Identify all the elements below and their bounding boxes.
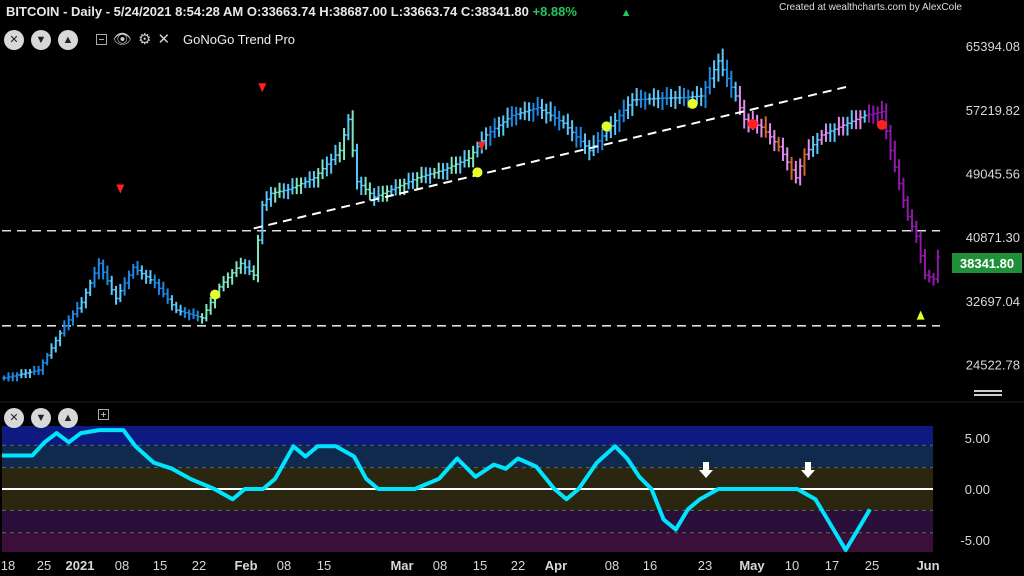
x-axis-label: Mar <box>390 558 413 573</box>
ohlc-header: BITCOIN - Daily - 5/24/2021 8:54:28 AM O… <box>6 4 632 19</box>
x-axis-label: 15 <box>317 558 331 573</box>
yellow-dot-icon <box>472 167 483 178</box>
x-axis-label: 18 <box>1 558 15 573</box>
yellow-dot-icon <box>601 121 612 132</box>
price-tick-label: 32697.04 <box>966 294 1020 309</box>
last-price-tag: 38341.80 <box>952 253 1022 273</box>
expand-button[interactable]: ▲ <box>58 30 78 50</box>
price-tick-label: 65394.08 <box>966 39 1020 54</box>
x-axis-label: 08 <box>605 558 619 573</box>
triangle-down-icon: ▼ <box>35 411 47 424</box>
x-axis-label: 23 <box>698 558 712 573</box>
indicator-tools: 👁 ⚙ ✕ <box>96 32 170 47</box>
osc-expand-button[interactable]: ▲ <box>58 408 78 428</box>
x-axis-label: Jun <box>916 558 939 573</box>
x-axis-label: 15 <box>473 558 487 573</box>
close-x-icon: ✕ <box>9 33 19 46</box>
x-axis-label: Feb <box>234 558 257 573</box>
price-tick-label: 24522.78 <box>966 358 1020 373</box>
osc-tick-label: 0.00 <box>965 482 990 497</box>
yellow-dot-icon <box>209 289 220 300</box>
open-value: 33663.74 <box>261 4 316 19</box>
osc-tick-label: 5.00 <box>965 431 990 446</box>
open-key: O: <box>246 4 262 19</box>
x-axis-label: 22 <box>511 558 525 573</box>
white-down-arrow-icon <box>699 462 713 478</box>
credit-text: Created at wealthcharts.com by AlexCole <box>779 2 962 13</box>
x-axis-label: 25 <box>865 558 879 573</box>
osc-band <box>2 445 933 468</box>
settings-x-button[interactable]: ✕ <box>4 30 24 50</box>
x-axis-label: 17 <box>825 558 839 573</box>
high-key: H: <box>319 4 333 19</box>
interval-label: Daily <box>71 4 103 19</box>
pane-resize-handle[interactable] <box>974 388 1002 402</box>
osc-band <box>2 426 933 446</box>
red-triangle-down-icon <box>258 83 267 93</box>
x-axis-label: 08 <box>433 558 447 573</box>
price-tick-label: 49045.56 <box>966 167 1020 182</box>
triangle-up-icon: ▲ <box>62 411 74 424</box>
indicator-name: GoNoGo Trend Pro <box>183 32 295 47</box>
add-pane-icon[interactable] <box>98 409 109 420</box>
triangle-up-icon: ▲ <box>620 7 632 19</box>
change-value: +8.88% <box>532 4 577 19</box>
trend-line <box>253 85 848 230</box>
datetime-label: 5/24/2021 8:54:28 AM <box>113 4 244 19</box>
close-value: 38341.80 <box>474 4 529 19</box>
price-tick-label: 40871.30 <box>966 230 1020 245</box>
high-value: 38687.00 <box>332 4 388 19</box>
x-axis-label: 08 <box>115 558 129 573</box>
x-axis-label: 15 <box>153 558 167 573</box>
x-axis-label: 22 <box>192 558 206 573</box>
triangle-down-icon: ▼ <box>35 33 47 46</box>
white-down-arrow-icon <box>801 462 815 478</box>
low-value: 33663.74 <box>403 4 458 19</box>
x-axis-label: May <box>739 558 765 573</box>
collapse-button[interactable]: ▼ <box>31 30 51 50</box>
minimize-icon[interactable] <box>96 34 107 45</box>
red-triangle-down-icon <box>477 141 486 151</box>
osc-collapse-button[interactable]: ▼ <box>31 408 51 428</box>
red-dot-icon <box>876 119 887 130</box>
eye-icon[interactable]: 👁 <box>113 31 133 48</box>
x-axis-label: Apr <box>545 558 567 573</box>
close-icon[interactable]: ✕ <box>157 31 171 48</box>
price-tick-label: 57219.82 <box>966 103 1020 118</box>
osc-tick-label: -5.00 <box>960 533 990 548</box>
symbol-label: BITCOIN <box>6 4 60 19</box>
x-axis-label: 16 <box>643 558 657 573</box>
oscillator-pane-controls: ✕ ▼ ▲ <box>4 408 78 428</box>
osc-band <box>2 510 933 533</box>
red-triangle-down-icon <box>116 184 125 194</box>
osc-settings-x-button[interactable]: ✕ <box>4 408 24 428</box>
x-axis-label: 2021 <box>66 558 95 573</box>
price-pane-controls: ✕ ▼ ▲ <box>4 30 78 50</box>
close-key: C: <box>460 4 475 19</box>
yellow-triangle-up-icon <box>916 310 925 320</box>
x-axis-label: 10 <box>785 558 799 573</box>
x-axis-label: 25 <box>37 558 51 573</box>
close-x-icon: ✕ <box>9 411 19 424</box>
x-axis-label: 08 <box>277 558 291 573</box>
osc-band <box>2 532 933 552</box>
yellow-dot-icon <box>687 98 698 109</box>
gonogo-oscillator-line <box>2 428 872 552</box>
triangle-up-icon: ▲ <box>62 33 74 46</box>
gear-icon[interactable]: ⚙ <box>138 31 152 48</box>
red-dot-icon <box>747 119 758 130</box>
low-key: L: <box>390 4 404 19</box>
